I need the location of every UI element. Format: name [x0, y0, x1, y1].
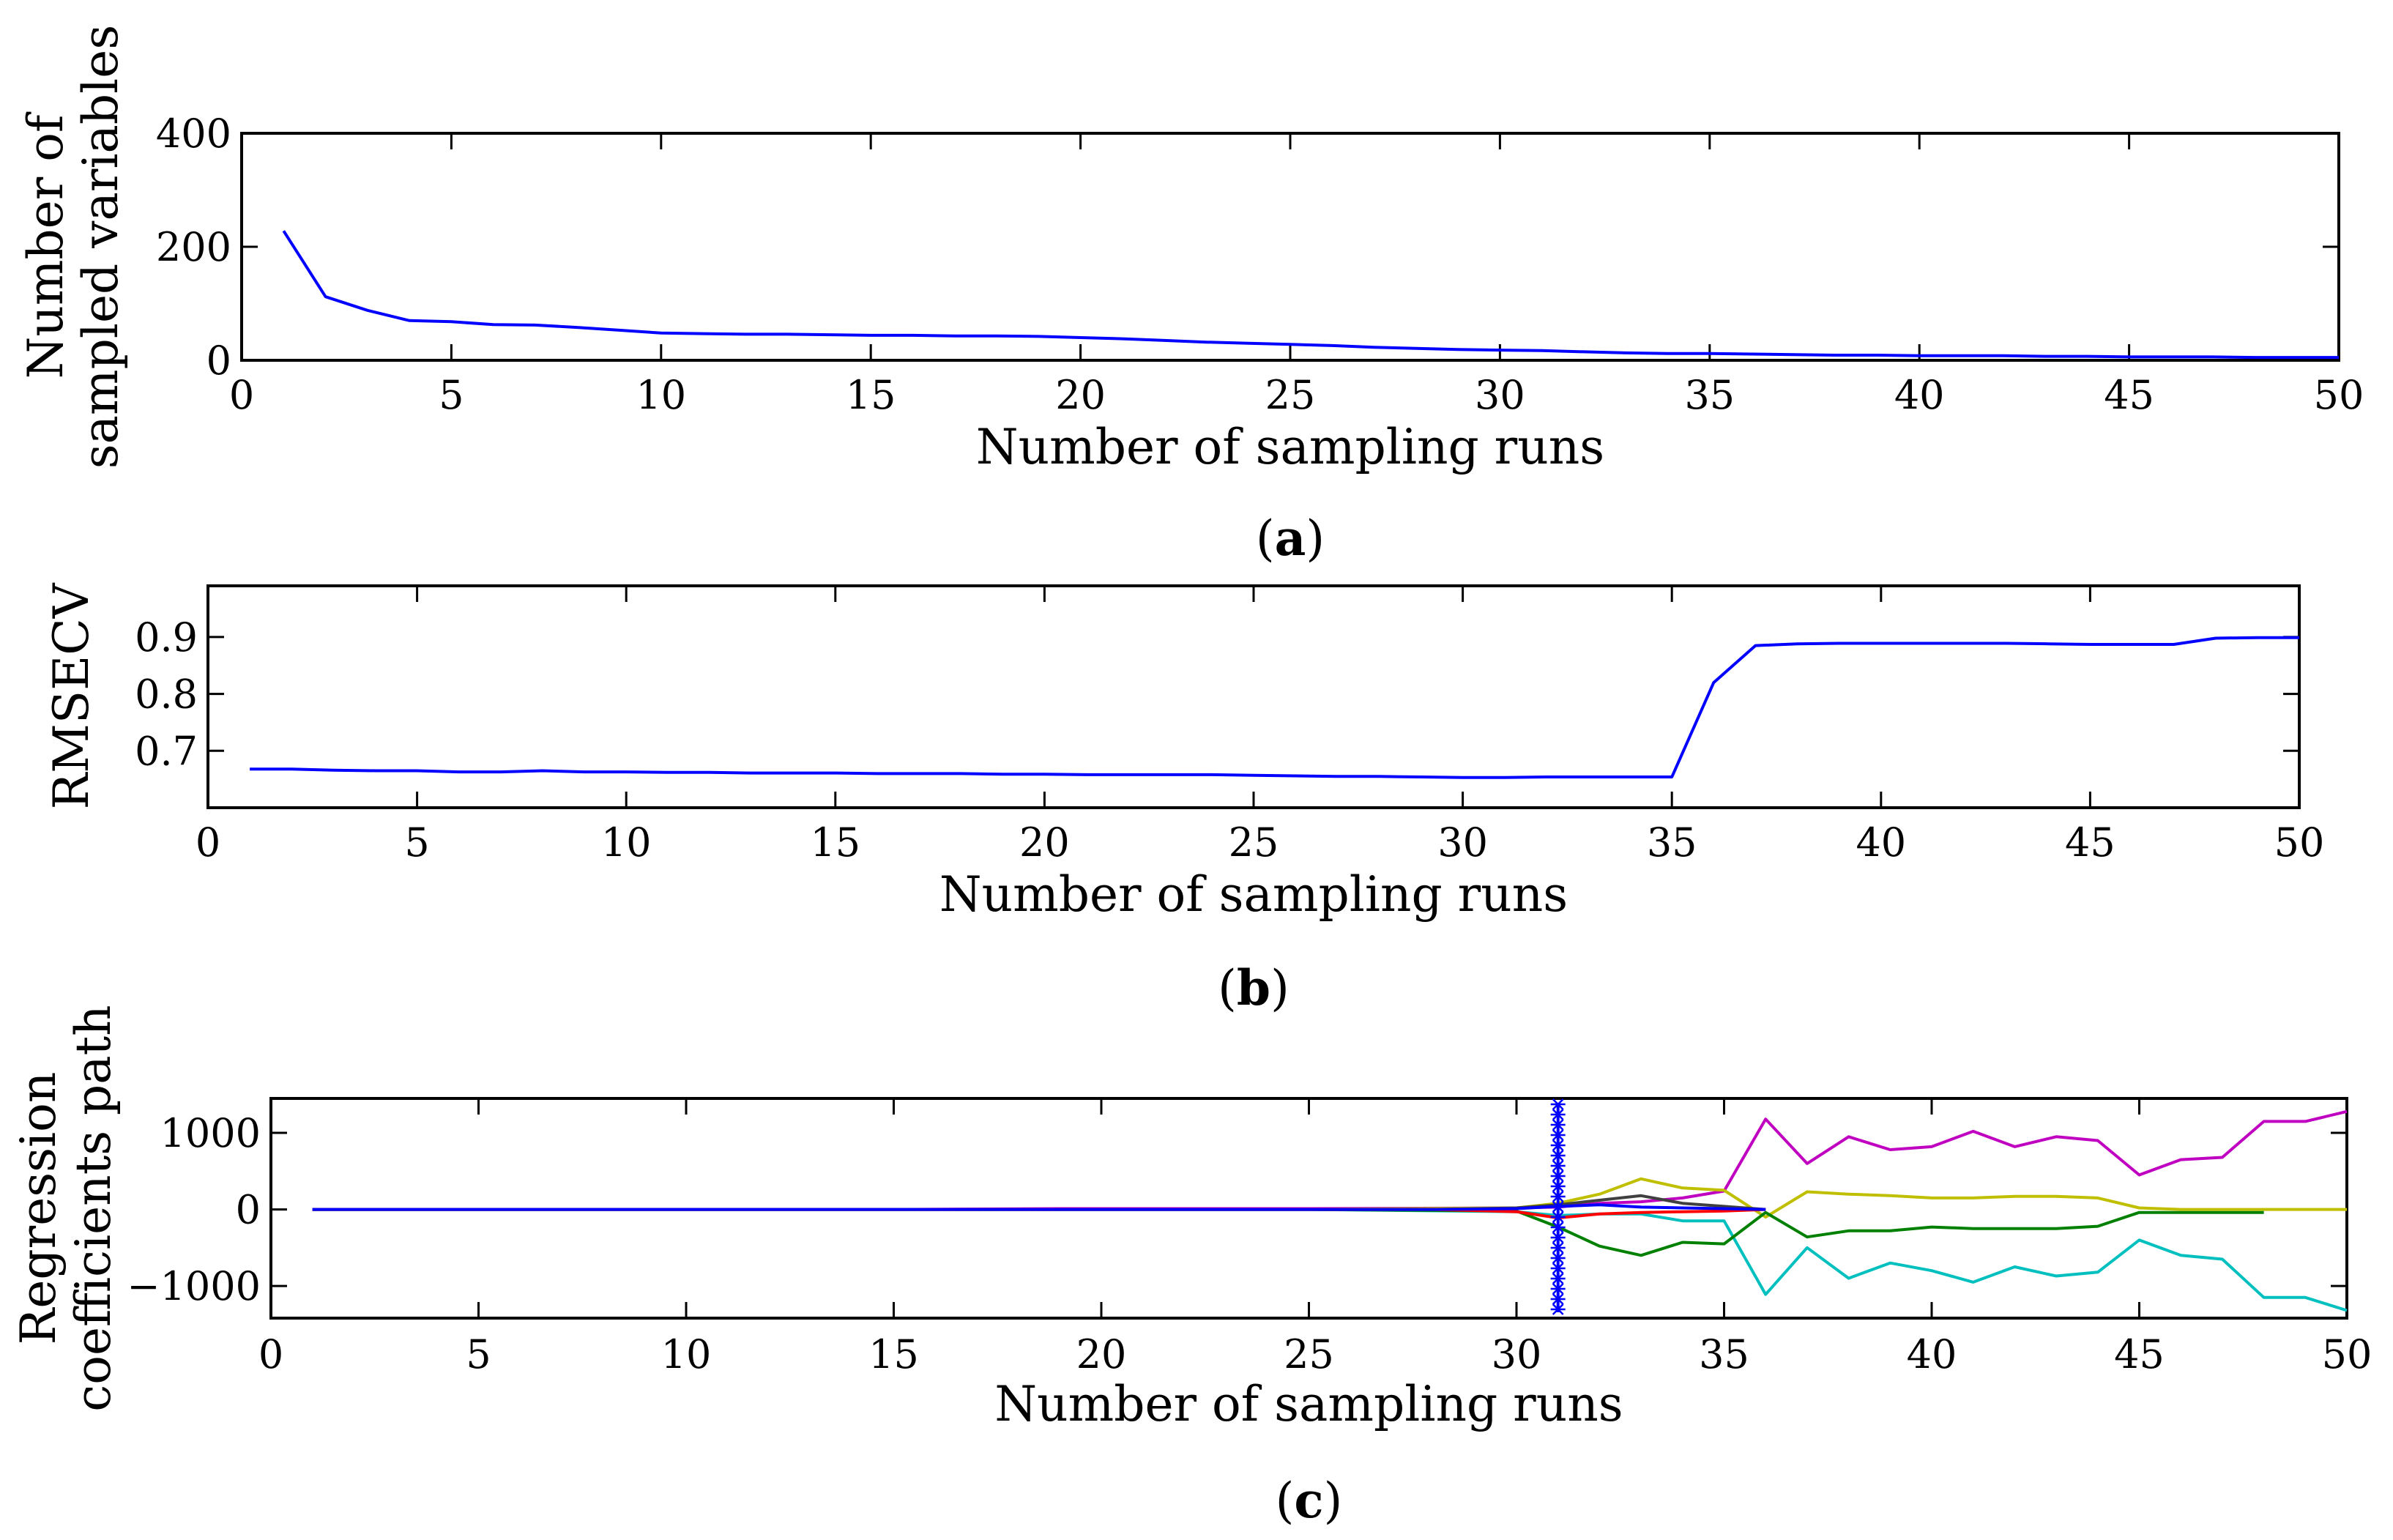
x-axis-label: Number of sampling runs	[939, 866, 1568, 923]
y-tick-label: 200	[156, 224, 231, 270]
x-tick-label: 25	[1229, 819, 1279, 866]
panel-caption-letter: c	[1294, 1472, 1323, 1529]
panel-caption-open: (	[1276, 1473, 1295, 1529]
optimal-run-marker-star	[1550, 1252, 1566, 1264]
x-tick-label: 50	[2314, 372, 2364, 418]
y-tick-label: 0.9	[135, 614, 198, 661]
optimal-run-marker-star	[1550, 1150, 1566, 1161]
panel-caption-close: )	[1270, 960, 1289, 1016]
x-tick-label: 45	[2114, 1331, 2165, 1377]
x-tick-label: 35	[1647, 819, 1697, 866]
x-tick-label: 0	[229, 372, 254, 418]
x-tick-label: 20	[1055, 372, 1106, 418]
x-tick-label: 15	[868, 1331, 919, 1377]
x-tick-label: 50	[2322, 1331, 2372, 1377]
x-tick-label: 40	[1894, 372, 1945, 418]
optimal-run-marker-star	[1550, 1180, 1566, 1192]
optimal-run-marker-star	[1550, 1098, 1566, 1110]
optimal-run-marker-star	[1550, 1211, 1566, 1223]
y-axis-label: sampled variables	[72, 25, 129, 469]
panel-caption-close: )	[1306, 510, 1325, 567]
x-tick-label: 25	[1265, 372, 1316, 418]
optimal-run-marker-star	[1550, 1283, 1566, 1295]
optimal-run-marker-star	[1550, 1170, 1566, 1182]
x-tick-label: 50	[2274, 819, 2325, 866]
panel-caption: (c)	[1276, 1472, 1343, 1529]
panel-c: 0 5 10 15 20 25 30 35 40 45 50 −1000 0 1000 Number of …	[10, 1005, 2372, 1529]
panel-caption: (a)	[1256, 510, 1325, 567]
optimal-run-marker-star	[1550, 1109, 1566, 1120]
y-tick-label: 400	[156, 111, 231, 157]
x-tick-label: 5	[466, 1331, 491, 1377]
y-tick-label: 1000	[160, 1110, 261, 1156]
x-tick-label: 20	[1019, 819, 1070, 866]
y-axis-label: coefficients path	[65, 1005, 122, 1411]
x-axis-label: Number of sampling runs	[994, 1376, 1623, 1432]
x-tick-label: 5	[404, 819, 429, 866]
panel-caption: (b)	[1218, 959, 1289, 1016]
y-tick-label: 0	[206, 338, 231, 384]
optimal-run-marker-star	[1550, 1273, 1566, 1284]
x-tick-label: 5	[439, 372, 464, 418]
x-tick-label: 15	[846, 372, 896, 418]
x-tick-label: 25	[1284, 1331, 1334, 1377]
x-tick-label: 10	[601, 819, 652, 866]
x-tick-label: 0	[196, 819, 220, 866]
y-tick-label: 0	[236, 1187, 261, 1233]
y-tick-label: −1000	[127, 1263, 261, 1309]
optimal-run-marker-star	[1550, 1201, 1566, 1213]
x-tick-label: 10	[636, 372, 686, 418]
x-tick-label: 35	[1699, 1331, 1749, 1377]
optimal-run-marker-star	[1550, 1139, 1566, 1151]
panel-caption-letter: b	[1237, 959, 1270, 1016]
x-tick-label: 20	[1076, 1331, 1127, 1377]
series-line-olive	[312, 1177, 2347, 1219]
x-tick-label: 30	[1437, 819, 1488, 866]
optimal-run-marker-star	[1550, 1119, 1566, 1131]
series-line-cyan	[312, 1208, 2348, 1312]
y-tick-label: 0.8	[135, 672, 198, 718]
optimal-run-marker-star	[1550, 1242, 1566, 1254]
optimal-run-marker-star	[1550, 1221, 1566, 1233]
x-tick-label: 45	[2104, 372, 2154, 418]
series-line-RMSECV	[250, 636, 2299, 779]
panel-a: 0 5 10 15 20 25 30 35 40 45 50 0 200 400 Number of sam…	[18, 25, 2364, 567]
series-line-sampled-variables	[282, 230, 2339, 360]
series-line-magenta	[312, 1109, 2348, 1211]
x-tick-label: 30	[1492, 1331, 1542, 1377]
optimal-run-marker-star	[1550, 1303, 1566, 1315]
panel-caption-open: (	[1218, 960, 1237, 1016]
x-tick-label: 40	[1907, 1331, 1957, 1377]
panel-caption-letter: a	[1275, 510, 1306, 567]
y-axis-label: Regression	[10, 1072, 67, 1345]
x-axis-label: Number of sampling runs	[976, 419, 1604, 475]
x-tick-label: 45	[2065, 819, 2115, 866]
x-tick-label: 10	[661, 1331, 712, 1377]
optimal-run-marker-star	[1550, 1293, 1566, 1305]
y-axis-label: RMSECV	[43, 582, 100, 809]
optimal-run-marker-star	[1550, 1232, 1566, 1243]
y-axis-label: Number of	[18, 111, 74, 379]
optimal-run-marker-star	[1550, 1129, 1566, 1141]
series-line-green	[312, 1208, 2264, 1257]
panel-caption-open: (	[1256, 510, 1275, 567]
optimal-run-marker-star	[1550, 1191, 1566, 1202]
optimal-run-marker-star	[1550, 1160, 1566, 1172]
x-tick-label: 40	[1856, 819, 1906, 866]
panel-caption-close: )	[1324, 1473, 1343, 1529]
panel-b: 0 5 10 15 20 25 30 35 40 45 50 0.7 0.8 0.9 Number of s…	[43, 582, 2324, 1016]
x-tick-label: 30	[1475, 372, 1525, 418]
x-tick-label: 0	[258, 1331, 283, 1377]
optimal-run-marker-star	[1550, 1262, 1566, 1274]
x-tick-label: 15	[810, 819, 860, 866]
y-tick-label: 0.7	[135, 728, 198, 774]
x-tick-label: 35	[1684, 372, 1735, 418]
